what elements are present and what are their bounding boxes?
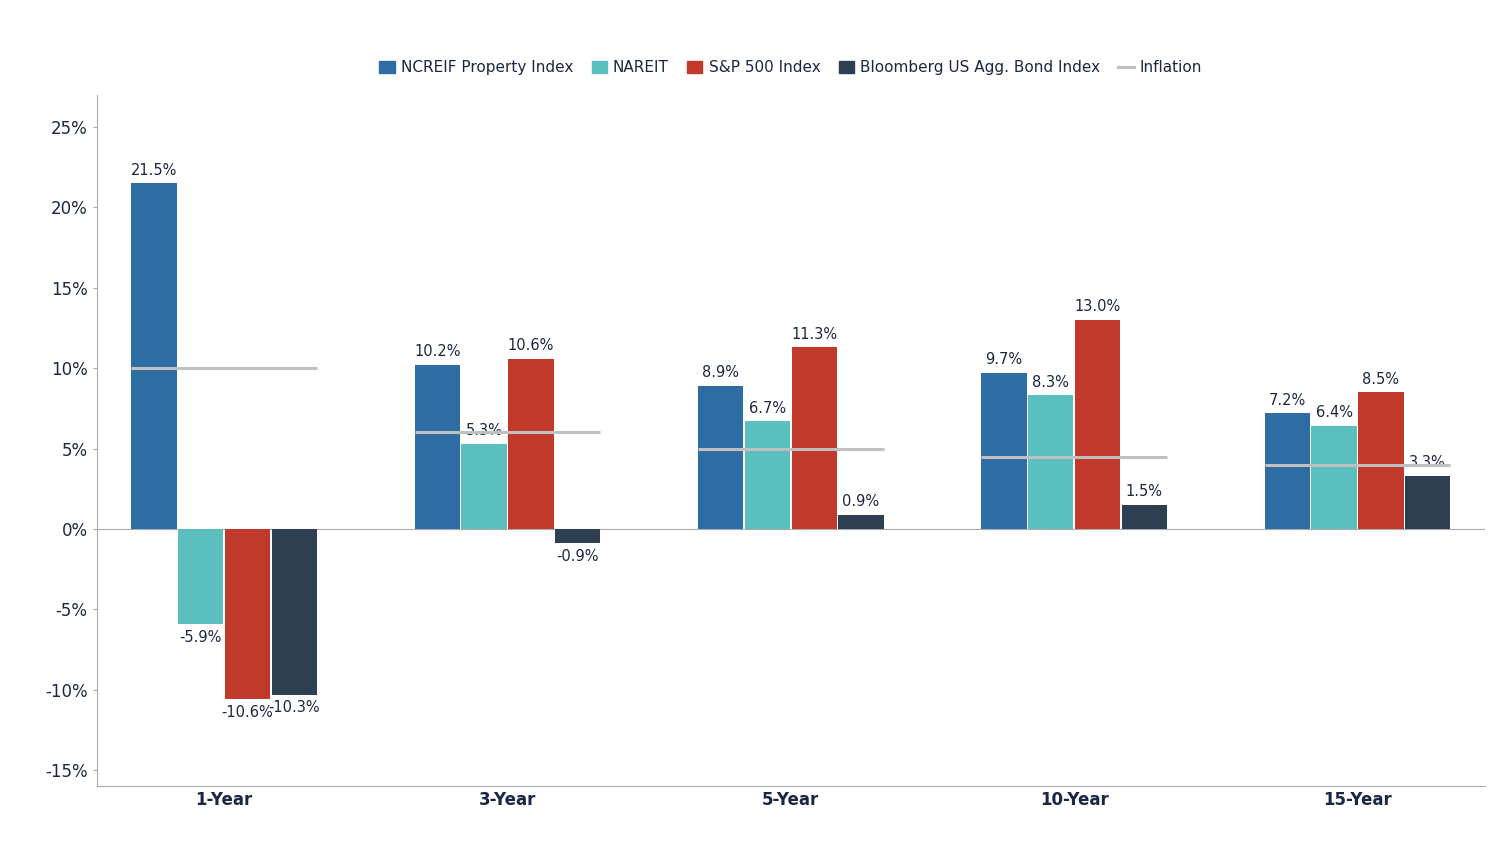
Text: 10.2%: 10.2% [414,344,460,359]
Text: -10.6%: -10.6% [222,705,273,720]
Bar [509,358,554,529]
Text: -5.9%: -5.9% [180,630,222,644]
Text: 6.4%: 6.4% [1316,405,1353,420]
Text: 8.3%: 8.3% [1032,375,1070,390]
Bar [981,373,1026,529]
Bar [225,529,270,700]
Text: 6.7%: 6.7% [748,400,786,415]
Bar [1358,392,1404,529]
Text: -10.3%: -10.3% [268,701,320,716]
Text: 10.6%: 10.6% [507,338,554,353]
Bar [1264,413,1310,529]
Text: 11.3%: 11.3% [790,326,837,341]
Legend: NCREIF Property Index, NAREIT, S&P 500 Index, Bloomberg US Agg. Bond Index, Infl: NCREIF Property Index, NAREIT, S&P 500 I… [374,54,1209,82]
Text: 8.5%: 8.5% [1362,372,1400,387]
Bar [792,347,837,529]
Text: 3.3%: 3.3% [1408,455,1446,470]
Bar [1406,476,1450,529]
Bar [1028,395,1074,529]
Text: 5.3%: 5.3% [465,423,503,438]
Text: 13.0%: 13.0% [1074,299,1120,315]
Text: 0.9%: 0.9% [843,494,879,509]
Bar [1311,426,1358,529]
Text: -0.9%: -0.9% [556,549,598,564]
Bar [1076,320,1120,529]
Bar [132,183,177,529]
Text: 21.5%: 21.5% [130,162,177,177]
Bar [839,515,884,529]
Bar [272,529,316,695]
Bar [746,421,790,529]
Bar [1122,505,1167,529]
Text: 7.2%: 7.2% [1269,393,1306,408]
Text: 1.5%: 1.5% [1126,484,1162,500]
Text: 8.9%: 8.9% [702,365,740,380]
Bar [555,529,600,543]
Bar [178,529,224,624]
Text: 9.7%: 9.7% [986,352,1023,368]
Bar [414,365,460,529]
Bar [698,386,744,529]
Bar [462,444,507,529]
